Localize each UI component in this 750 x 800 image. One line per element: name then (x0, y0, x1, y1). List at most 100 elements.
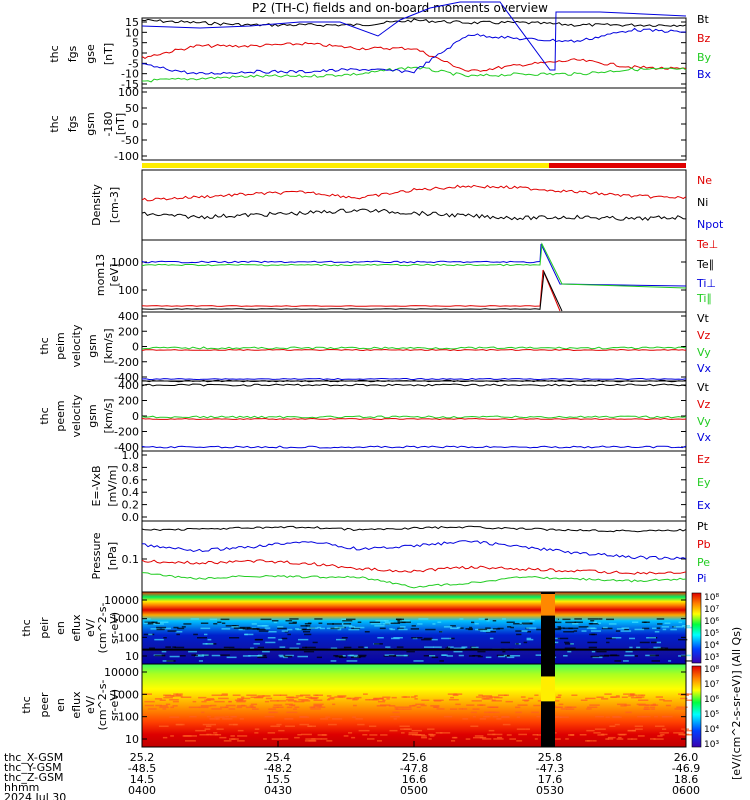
spectrogram-pixel (517, 704, 528, 706)
spectrogram-pixel (596, 650, 607, 653)
spectrogram-pixel (570, 734, 575, 736)
spectrogram-pixel (526, 638, 534, 641)
spectrogram-pixel (652, 703, 656, 706)
spectrogram-pixel (343, 646, 352, 649)
spectrogram-pixel (533, 704, 541, 707)
spectrogram-pixel (394, 706, 405, 708)
legend-fgs-Bx: Bx (697, 68, 712, 81)
spectrogram-pixel (415, 703, 425, 706)
spectrogram-pixel (198, 660, 203, 662)
legend-peim-Vy: Vy (697, 346, 711, 359)
spectrogram-pixel (216, 728, 224, 730)
spectrogram-pixel (388, 705, 396, 707)
spectrogram-pixel (211, 694, 222, 696)
spectrogram-pixel (330, 647, 338, 649)
spectrogram-pixel (425, 628, 436, 631)
spectrogram-pixel (429, 655, 436, 657)
spectrogram-pixel (319, 706, 326, 708)
panel-peem_velocity: 400 200 0 -200 -400 thc peem velocity gsm [km/s] (38, 379, 687, 454)
spectrogram-pixel (403, 696, 407, 698)
spectrogram-pixel (183, 623, 192, 625)
y-axis-label: thc (38, 407, 51, 424)
spectrogram-pixel (399, 725, 410, 727)
spectrogram-pixel (169, 716, 180, 718)
spectrogram-pixel (634, 655, 638, 657)
spectrogram-pixel (497, 627, 504, 630)
spectrogram-pixel (449, 637, 455, 640)
spectrogram-pixel (337, 695, 347, 697)
series-Vt (141, 383, 687, 387)
spectrogram-pixel (176, 723, 183, 726)
spectrogram-pixel (629, 646, 633, 649)
spectrogram-pixel (154, 638, 164, 641)
panel-efield: 1.00.80.60.40.20.0 E=-VxB [mV/m] (90, 449, 687, 524)
spectrogram-pixel (605, 738, 609, 740)
y-axis-label: velocity (70, 324, 83, 367)
spectrogram-pixel (502, 618, 506, 620)
spectrogram-pixel (635, 696, 645, 698)
spectrogram-pixel (209, 718, 219, 720)
spectrogram-pixel (500, 641, 510, 644)
spectrogram-pixel (515, 711, 522, 714)
spectrogram-pixel (263, 738, 267, 740)
spectrogram-pixel (380, 704, 391, 706)
spectrogram-pixel (659, 732, 669, 734)
spectrogram-pixel (474, 735, 484, 737)
spectrogram-pixel (472, 708, 480, 710)
series-By (142, 66, 687, 83)
spectrogram-pixel (241, 696, 245, 698)
spectrogram-pixel (210, 704, 217, 707)
x-tick-hhmm: 0530 (536, 784, 564, 797)
spectrogram-pixel (404, 706, 412, 708)
spectrogram-pixel (147, 708, 157, 710)
colorbar-tick: 10³ (704, 740, 719, 750)
spectrogram-pixel (265, 697, 273, 700)
spectrogram-pixel (300, 625, 308, 627)
spectrogram-pixel (317, 626, 322, 629)
spectrogram-pixel (684, 626, 694, 629)
panel-frame (141, 239, 687, 313)
spectrogram-pixel (295, 695, 304, 697)
spectrogram-pixel (433, 699, 444, 701)
legend-temperature-Ti⊥: Ti⊥ (696, 277, 716, 290)
spectrogram-pixel (492, 620, 497, 622)
x-tick-zgsm: 18.6 (674, 773, 699, 786)
x-tick-ygsm: -48.5 (128, 762, 156, 775)
spectrogram-pixel (312, 641, 318, 644)
spectrogram-pixel (161, 650, 167, 653)
spectrogram-pixel (534, 738, 538, 740)
spectrogram-pixel (305, 738, 316, 740)
spectrogram-pixel (656, 618, 665, 620)
spectrogram-pixel (330, 627, 340, 630)
spectrogram-pixel (389, 729, 398, 732)
y-tick-label: -200 (114, 356, 139, 369)
spectrogram-pixel (285, 696, 295, 698)
spectrogram-pixel (554, 621, 562, 624)
spectrogram-pixel (403, 654, 409, 657)
x-tick-zgsm: 16.6 (402, 773, 427, 786)
legend-peem-Vz: Vz (697, 398, 711, 411)
spectrogram-pixel (662, 715, 668, 718)
spectrogram-pixel (654, 715, 658, 718)
y-axis-label: E=-VxB (90, 465, 103, 506)
spectrogram-pixel (269, 700, 279, 702)
spectrogram-pixel (190, 618, 199, 620)
spectrogram-pixel (301, 733, 312, 736)
spectrogram-pixel (535, 654, 545, 656)
spectrogram-pixel (614, 723, 620, 726)
series-Pi (141, 540, 687, 560)
spectrogram-pixel (630, 693, 636, 695)
y-axis-label: (cm^2-s- (96, 680, 109, 731)
spectrogram-pixel (163, 694, 172, 696)
colorbar-ticks: 10⁸ 10⁷ 10⁶ 10⁵ 10⁴ 10³ 10⁸ 10⁷ 10⁶ 10⁵ 10⁴ 10³ (704, 593, 719, 750)
spectrogram-pixel (507, 626, 512, 628)
spectrogram-pixel (220, 706, 228, 709)
spectrogram-pixel (563, 631, 575, 633)
spectrogram-pixel (532, 734, 539, 736)
spectrogram-pixel (220, 618, 230, 621)
spectrogram-pixel (423, 655, 435, 657)
spectrogram-pixel (294, 706, 300, 708)
spectrogram-pixel (176, 633, 180, 636)
spectrogram-pixel (313, 694, 319, 696)
colorbar-tick: 10⁵ (704, 710, 719, 720)
